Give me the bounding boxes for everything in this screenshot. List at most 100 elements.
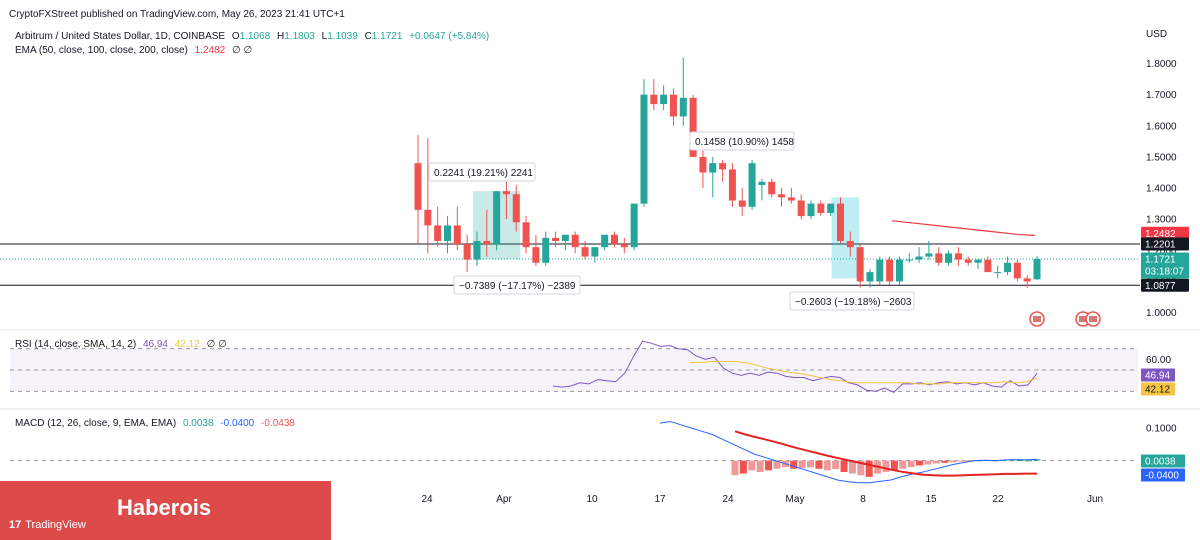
rsi-legend-sma: 42.12 [175,339,200,350]
x-tick-label: 22 [992,494,1004,505]
brand: 17 TradingView [9,519,86,531]
macd-histogram-bar [848,460,856,474]
candle-body [954,253,962,260]
svg-text:Arbitrum / United States Dolla: Arbitrum / United States Dollar, 1D, COI… [15,31,489,42]
price-tag-text: 1.2201 [1145,240,1176,251]
candle-body [758,181,766,185]
candle-body [463,244,471,260]
candle-body [719,163,727,170]
measurement-label: 0.1458 (10.90%) 1458 [695,137,794,148]
candle-body [836,203,844,241]
macd-histogram-bar [916,460,924,466]
macd-histogram-bar [949,460,957,463]
macd-histogram-bar [857,460,865,476]
macd-histogram-bar [823,460,831,471]
price-tick-label: 1.3000 [1146,215,1177,226]
candle-body [591,247,599,257]
candle-body [453,225,461,245]
macd-legend-signal: -0.0400 [220,418,254,429]
price-tick-label: 1.0000 [1146,308,1177,319]
macd-tag-text: 0.0038 [1145,457,1176,468]
open-value: 1.1068 [240,31,271,42]
macd-histogram-bar [932,460,940,464]
rsi-value-tag [1141,368,1175,382]
macd-histogram-bar [865,460,873,477]
x-tick-label: 24 [421,494,433,505]
x-tick-label: 8 [860,494,866,505]
candle-body [709,163,717,173]
price-tick-label: 1.7000 [1146,90,1177,101]
price-tick-label: 1.8000 [1146,59,1177,70]
candle-body [787,197,795,201]
candle-body [630,203,638,248]
candle-body [552,237,560,241]
ema-value: 1.2482 [195,45,226,56]
macd-histogram-bar [890,460,898,471]
candle-body [483,240,491,245]
rsi-panel: 60.00 46.94 42.12 [0,340,1200,410]
us-flag-event-icon-detail [1033,316,1041,322]
level-price-tag [1141,237,1189,251]
candle-body [512,194,520,223]
rsi-sma-tag [1141,382,1175,396]
candle-body [925,253,933,257]
us-flag-event-icon-detail [1089,316,1097,322]
candle-body [1033,258,1041,280]
macd-histogram-bar [815,460,823,469]
rsi-tag-text: 42.12 [1145,385,1170,396]
macd-legend-macd: 0.0038 [183,418,214,429]
x-tick-label: 15 [925,494,937,505]
price-tag-text: 1.0877 [1145,281,1176,292]
macd-histogram-bar [798,460,806,469]
us-flag-event-icon-detail [1079,316,1087,322]
ema-line [891,220,1036,236]
macd-tick-label: 0.1000 [1146,424,1177,435]
macd-tag-text: -0.0400 [1145,471,1179,482]
price-tag-text: 1.2482 [1145,229,1176,240]
candle-body [984,259,992,273]
macd-histogram-bar [840,460,848,472]
rsi-tag-text: 46.94 [1145,371,1170,382]
candle-body [886,259,894,282]
candle-body [895,259,903,282]
macd-histogram-bar [832,460,840,470]
x-tick-label: Jun [1087,494,1103,505]
candle-body [561,234,569,241]
macd-histogram-bar [748,460,756,471]
candle-body [1023,278,1031,282]
macd-histogram-bar [739,460,747,474]
x-tick-label: 24 [722,494,734,505]
candle-body [414,163,422,210]
change-value: +0.0647 (+5.84%) [409,31,489,42]
candle-body [876,259,884,282]
price-panel: 1.8000 1.7000 1.6000 1.5000 1.4000 1.3000 1.20… [0,57,1200,331]
banner-title: Haberois [117,495,212,520]
measurement-box [831,197,860,279]
candle-body [493,191,501,245]
macd-histogram-bar [924,460,932,465]
macd-histogram-bar [882,460,890,472]
candle-body [679,97,687,117]
current-price-tag [1141,252,1189,279]
candle-body [601,234,609,248]
macd-histogram-bar [807,460,814,468]
candle-body [502,191,510,195]
candle-body [611,234,619,245]
measurement-label-box [689,131,795,151]
candle-body [689,97,697,157]
ema-price-tag [1141,226,1189,240]
macd-histogram-bar [907,460,915,468]
candle-body [797,200,805,217]
candle-body [571,234,579,248]
macd-histogram-bar [1016,459,1024,461]
candle-body [866,272,874,282]
candle-body [974,259,982,263]
low-value: 1.1039 [327,31,358,42]
rsi-sma-line [690,361,1038,385]
rsi-tick-label: 60.00 [1146,355,1171,366]
macd-value-tag [1141,454,1185,468]
measurement-label-box [453,275,581,295]
candle-body [935,253,943,263]
macd-histogram-bar [1033,459,1041,461]
